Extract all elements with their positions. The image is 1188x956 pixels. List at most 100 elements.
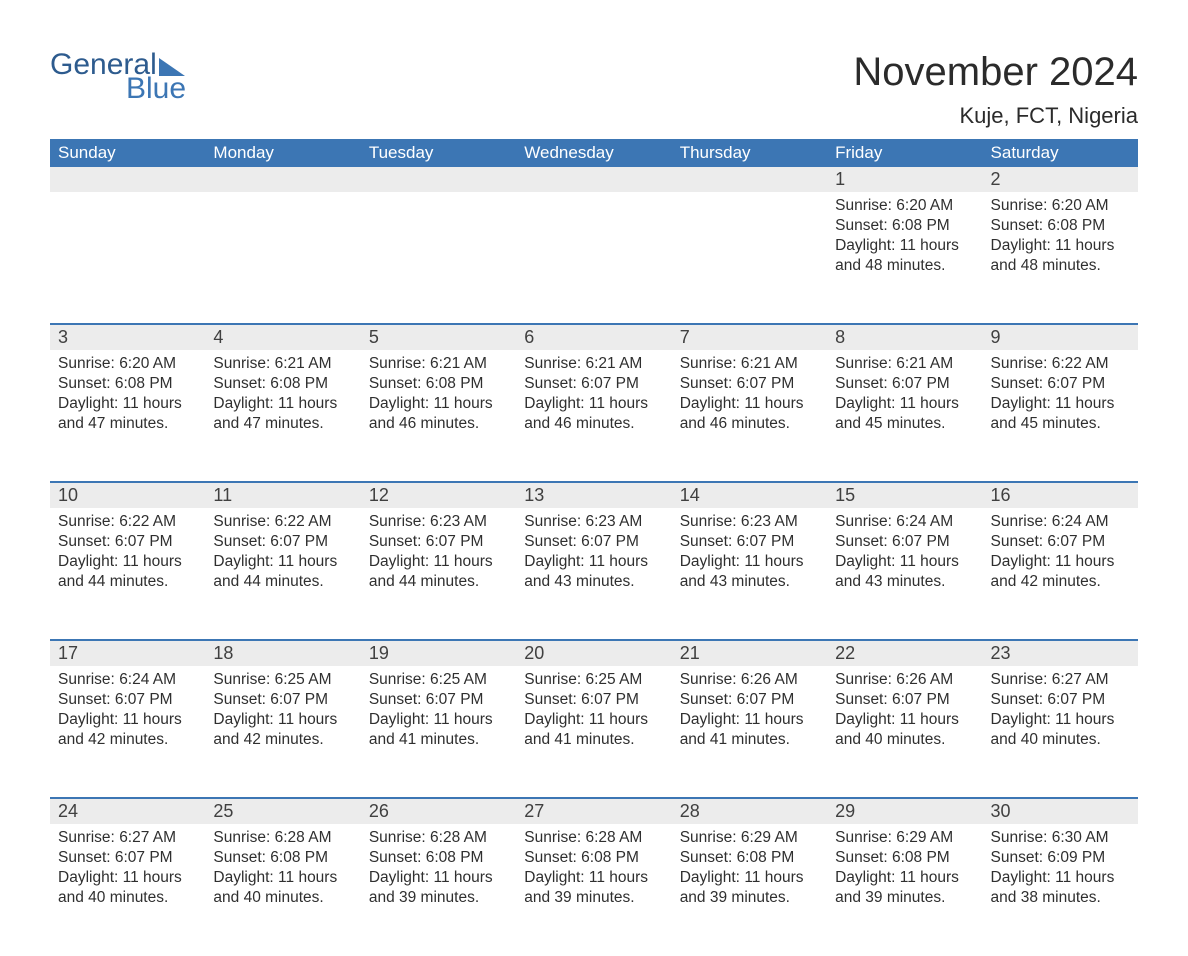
sunrise-value: 6:22 AM: [275, 513, 332, 530]
sunset-value: 6:07 PM: [737, 691, 795, 708]
sunrise-line: Sunrise: 6:30 AM: [991, 828, 1130, 848]
month-title: November 2024: [853, 50, 1138, 95]
logo: General Blue: [50, 50, 186, 104]
sunrise-line: Sunrise: 6:28 AM: [524, 828, 663, 848]
day-cell: Sunrise: 6:26 AMSunset: 6:07 PMDaylight:…: [672, 666, 827, 798]
daylight-line: Daylight: 11 hours and 40 minutes.: [991, 710, 1130, 750]
day-number: 17: [50, 641, 205, 666]
day-number-cell: 7: [672, 324, 827, 350]
sunset-label: Sunset:: [991, 533, 1044, 550]
daylight-line: Daylight: 11 hours and 46 minutes.: [369, 394, 508, 434]
day-number: 3: [50, 325, 205, 350]
sunrise-value: 6:27 AM: [119, 829, 176, 846]
day-text: Sunrise: 6:21 AMSunset: 6:07 PMDaylight:…: [672, 350, 827, 445]
calendar-table: SundayMondayTuesdayWednesdayThursdayFrid…: [50, 139, 1138, 956]
day-text: Sunrise: 6:28 AMSunset: 6:08 PMDaylight:…: [205, 824, 360, 919]
daylight-line: Daylight: 11 hours and 39 minutes.: [369, 868, 508, 908]
sunrise-line: Sunrise: 6:22 AM: [991, 354, 1130, 374]
day-text: Sunrise: 6:23 AMSunset: 6:07 PMDaylight:…: [516, 508, 671, 603]
daylight-line: Daylight: 11 hours and 48 minutes.: [835, 236, 974, 276]
sunset-value: 6:09 PM: [1047, 849, 1105, 866]
day-cell: Sunrise: 6:28 AMSunset: 6:08 PMDaylight:…: [205, 824, 360, 956]
sunrise-line: Sunrise: 6:24 AM: [835, 512, 974, 532]
sunrise-label: Sunrise:: [524, 829, 581, 846]
sunrise-line: Sunrise: 6:27 AM: [991, 670, 1130, 690]
sunset-line: Sunset: 6:08 PM: [680, 848, 819, 868]
day-number: 16: [983, 483, 1138, 508]
daylight-label: Daylight:: [991, 711, 1051, 728]
week-number-row: 24252627282930: [50, 798, 1138, 824]
sunset-label: Sunset:: [524, 849, 577, 866]
daylight-line: Daylight: 11 hours and 47 minutes.: [213, 394, 352, 434]
sunrise-label: Sunrise:: [991, 671, 1048, 688]
sunset-label: Sunset:: [680, 849, 733, 866]
title-block: November 2024 Kuje, FCT, Nigeria: [853, 50, 1138, 129]
day-cell: [672, 192, 827, 324]
sunset-value: 6:08 PM: [270, 849, 328, 866]
sunset-value: 6:07 PM: [1047, 691, 1105, 708]
sunrise-line: Sunrise: 6:25 AM: [369, 670, 508, 690]
sunset-value: 6:07 PM: [270, 533, 328, 550]
day-number-cell: 10: [50, 482, 205, 508]
sunrise-label: Sunrise:: [991, 513, 1048, 530]
header: General Blue November 2024 Kuje, FCT, Ni…: [50, 50, 1138, 129]
day-number-cell: 15: [827, 482, 982, 508]
sunset-value: 6:07 PM: [1047, 375, 1105, 392]
logo-word2: Blue: [126, 74, 186, 104]
day-text: Sunrise: 6:24 AMSunset: 6:07 PMDaylight:…: [50, 666, 205, 761]
sunrise-value: 6:24 AM: [896, 513, 953, 530]
sunrise-value: 6:21 AM: [896, 355, 953, 372]
day-number: 14: [672, 483, 827, 508]
weekday-header: Monday: [205, 139, 360, 167]
sunrise-label: Sunrise:: [680, 355, 737, 372]
sunrise-value: 6:28 AM: [275, 829, 332, 846]
day-number-cell: 13: [516, 482, 671, 508]
sunrise-line: Sunrise: 6:26 AM: [835, 670, 974, 690]
day-number: 9: [983, 325, 1138, 350]
sunset-line: Sunset: 6:07 PM: [213, 532, 352, 552]
day-number-cell: 8: [827, 324, 982, 350]
daylight-label: Daylight:: [58, 553, 118, 570]
day-cell: Sunrise: 6:24 AMSunset: 6:07 PMDaylight:…: [827, 508, 982, 640]
sunrise-label: Sunrise:: [524, 513, 581, 530]
daylight-line: Daylight: 11 hours and 44 minutes.: [213, 552, 352, 592]
sunrise-line: Sunrise: 6:22 AM: [213, 512, 352, 532]
sunset-value: 6:08 PM: [426, 375, 484, 392]
sunset-value: 6:08 PM: [426, 849, 484, 866]
sunrise-label: Sunrise:: [213, 671, 270, 688]
day-text: Sunrise: 6:26 AMSunset: 6:07 PMDaylight:…: [672, 666, 827, 761]
day-cell: [361, 192, 516, 324]
sunrise-value: 6:29 AM: [896, 829, 953, 846]
sunrise-value: 6:29 AM: [741, 829, 798, 846]
sunrise-label: Sunrise:: [991, 829, 1048, 846]
day-number: 6: [516, 325, 671, 350]
day-number: 15: [827, 483, 982, 508]
day-number-cell: 6: [516, 324, 671, 350]
daylight-label: Daylight:: [680, 869, 740, 886]
sunset-line: Sunset: 6:07 PM: [524, 690, 663, 710]
sunrise-value: 6:24 AM: [119, 671, 176, 688]
day-cell: Sunrise: 6:25 AMSunset: 6:07 PMDaylight:…: [516, 666, 671, 798]
day-number: 20: [516, 641, 671, 666]
calendar-head: SundayMondayTuesdayWednesdayThursdayFrid…: [50, 139, 1138, 167]
day-cell: Sunrise: 6:20 AMSunset: 6:08 PMDaylight:…: [827, 192, 982, 324]
day-text: Sunrise: 6:25 AMSunset: 6:07 PMDaylight:…: [516, 666, 671, 761]
day-number-cell: 3: [50, 324, 205, 350]
day-number: 29: [827, 799, 982, 824]
sunset-line: Sunset: 6:08 PM: [991, 216, 1130, 236]
day-number: 1: [827, 167, 982, 192]
sunrise-line: Sunrise: 6:23 AM: [680, 512, 819, 532]
sunset-value: 6:07 PM: [581, 375, 639, 392]
day-cell: Sunrise: 6:30 AMSunset: 6:09 PMDaylight:…: [983, 824, 1138, 956]
daylight-line: Daylight: 11 hours and 39 minutes.: [835, 868, 974, 908]
sunset-value: 6:07 PM: [115, 849, 173, 866]
day-number-cell: [516, 167, 671, 192]
sunset-value: 6:07 PM: [115, 691, 173, 708]
daylight-label: Daylight:: [835, 869, 895, 886]
daylight-line: Daylight: 11 hours and 48 minutes.: [991, 236, 1130, 276]
sunset-line: Sunset: 6:08 PM: [213, 848, 352, 868]
sunrise-label: Sunrise:: [213, 513, 270, 530]
day-text: Sunrise: 6:27 AMSunset: 6:07 PMDaylight:…: [983, 666, 1138, 761]
daylight-label: Daylight:: [835, 395, 895, 412]
sunset-label: Sunset:: [835, 849, 888, 866]
